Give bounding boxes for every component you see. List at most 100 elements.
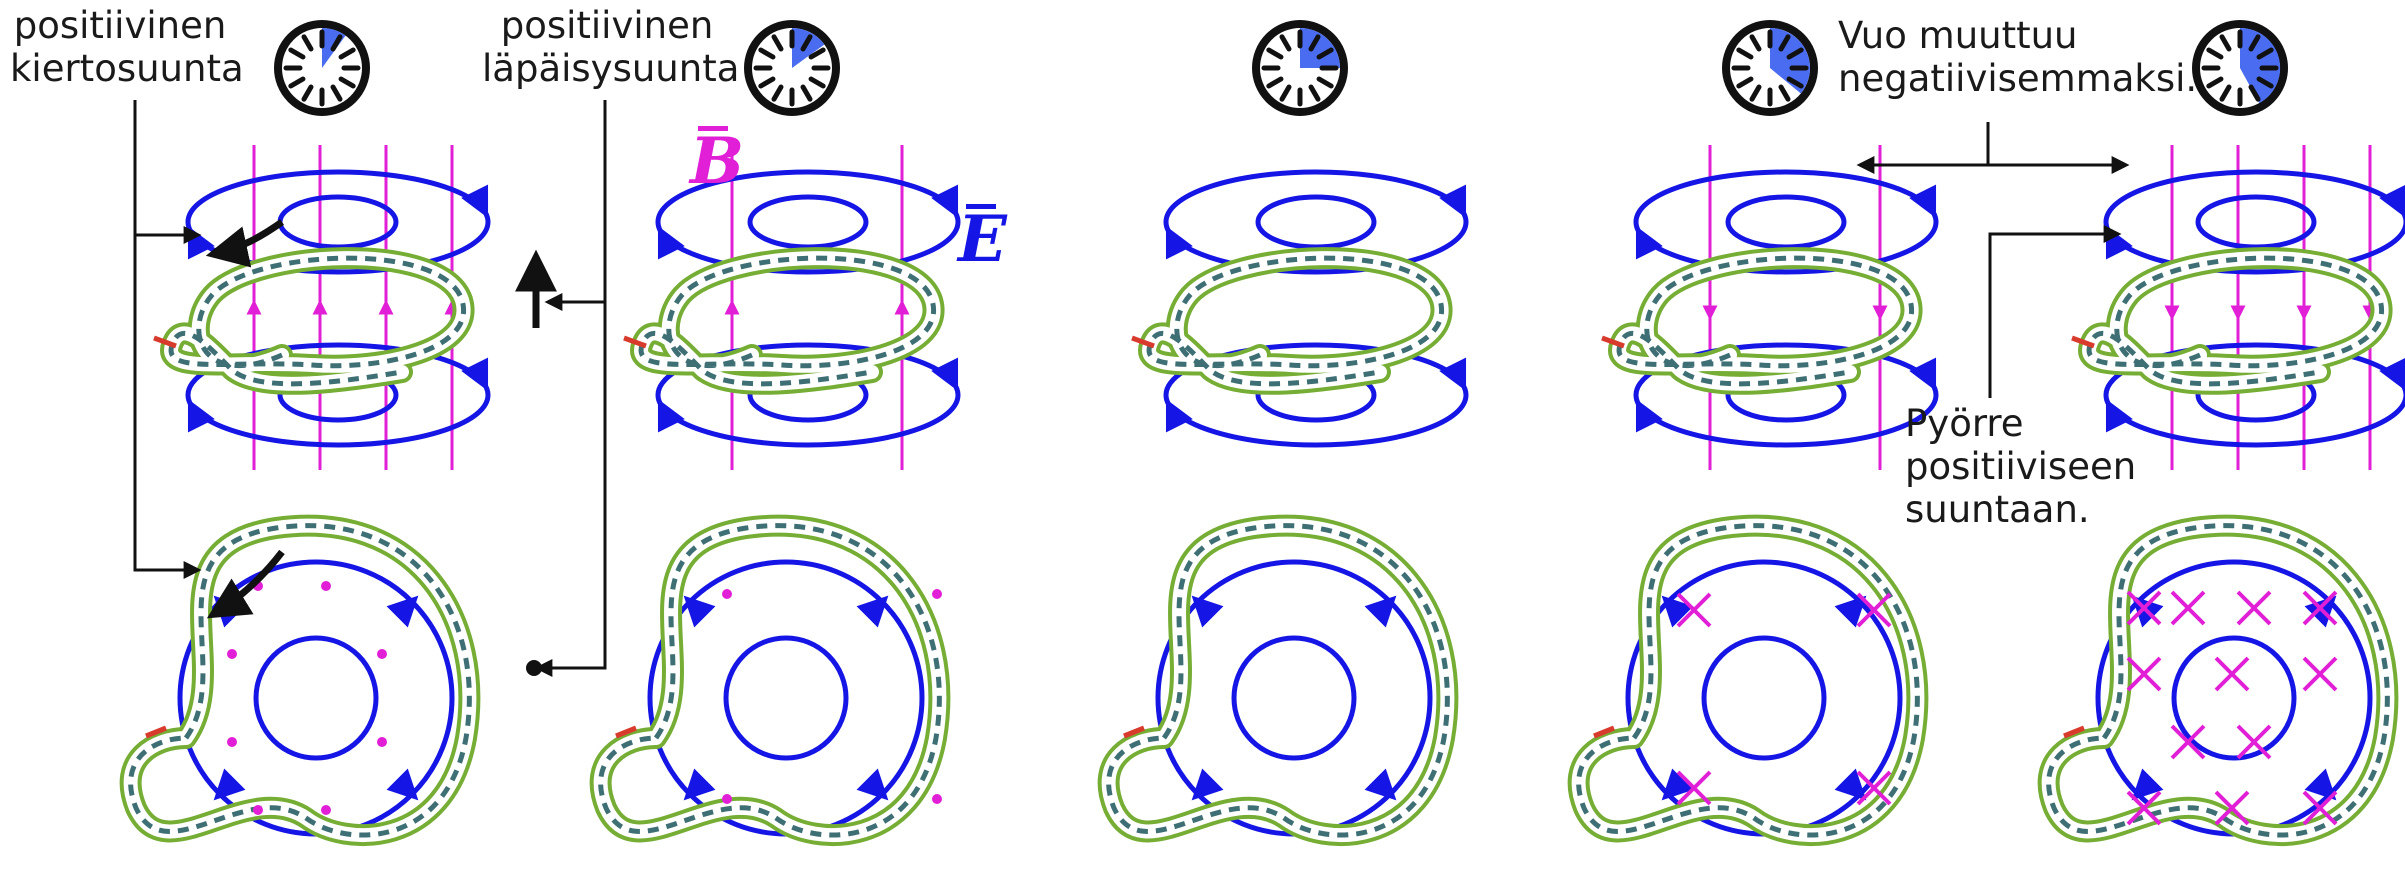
wire-end-red: [145, 725, 167, 739]
induction-panel-3d: [2071, 169, 2405, 448]
electric-field-loop-inner: [747, 194, 869, 250]
clock-tick: [1266, 76, 1284, 89]
electric-field-loop-inner: [1725, 194, 1847, 250]
induction-panel-3d: [1131, 169, 1469, 448]
dot-symbol-icon: [377, 737, 387, 747]
wire-end-red: [615, 725, 637, 739]
coil-inner: [1101, 518, 1455, 843]
wire-end-red: [1601, 335, 1625, 349]
electric-field-arrow: [1909, 184, 1937, 219]
electric-field-loop-outer: [2103, 342, 2405, 448]
clock-tick: [288, 76, 306, 89]
dot-symbol-icon: [321, 581, 331, 591]
dot-symbol-icon: [253, 805, 263, 815]
clock-icon: [274, 20, 370, 116]
clock-tick: [288, 47, 306, 60]
dot-symbol-icon: [227, 649, 237, 659]
cross-stroke: [1856, 592, 1892, 628]
cross-stroke: [2170, 724, 2206, 760]
clock-tick: [1316, 47, 1334, 60]
coil: [1131, 247, 1453, 395]
electric-field-loop-outer: [655, 342, 961, 448]
electric-field-arrow: [461, 184, 489, 219]
wire-end-red: [153, 335, 177, 349]
wire-end-red: [2063, 725, 2085, 739]
coil-dashes: [638, 255, 937, 387]
wire-end-red: [1593, 725, 1615, 739]
clock-tick: [1786, 76, 1804, 89]
cross-symbol-icon: [2236, 724, 2272, 760]
electric-field-arrow: [1165, 225, 1193, 260]
flux-label-line2: negatiivisemmaksi.: [1838, 57, 2198, 100]
electric-field-circle-inner: [253, 635, 379, 761]
electric-field-arrow: [187, 398, 215, 433]
induction-panel-topview: [2037, 514, 2399, 847]
electric-field-arrow: [1191, 768, 1224, 801]
clock-tick: [1316, 76, 1334, 89]
clock-tick: [2206, 47, 2224, 60]
induction-panel-3d: [623, 169, 961, 448]
cross-stroke: [2170, 590, 2206, 626]
electric-field-arrow: [2304, 595, 2337, 628]
electric-field-arrow: [1834, 595, 1867, 628]
cross-symbol-icon: [2214, 656, 2250, 692]
dot-symbol-icon: [526, 660, 542, 676]
clock-tick: [808, 47, 826, 60]
electric-field-loop-outer: [185, 342, 491, 448]
electric-field-arrow: [1439, 184, 1467, 219]
coil-inner: [2041, 518, 2395, 843]
clock-tick: [1778, 34, 1791, 52]
electric-field-arrow: [1635, 398, 1663, 433]
coil-dashes: [1616, 255, 1915, 387]
cross-stroke: [2302, 590, 2338, 626]
cross-stroke: [2126, 656, 2162, 692]
clock-tick: [1266, 47, 1284, 60]
through-label-line1: positiivinen: [500, 4, 714, 47]
curved-arrow-icon: [206, 549, 285, 619]
electric-field-arrow: [2379, 184, 2405, 219]
electric-field-circle-inner: [723, 635, 849, 761]
wire-end-red: [1131, 335, 1155, 349]
vortex-label-line2: positiiviseen: [1905, 445, 2137, 488]
electric-field-arrow: [2131, 768, 2164, 801]
cross-stroke: [2126, 790, 2162, 826]
clock-tick: [1736, 47, 1754, 60]
electric-field-symbol: E: [958, 204, 1007, 272]
cross-symbol-icon: [2302, 656, 2338, 692]
cross-symbol-icon: [2126, 590, 2162, 626]
electric-field-arrow: [856, 595, 889, 628]
coil-dashes: [1146, 255, 1445, 387]
rotation-leader-bottom: [133, 100, 202, 579]
electric-field-circle-inner: [2171, 635, 2297, 761]
clock-tick: [1736, 76, 1754, 89]
coil: [589, 514, 951, 847]
clock-tick: [338, 47, 356, 60]
coil: [2071, 247, 2393, 395]
electric-field-loop-inner: [2195, 194, 2317, 250]
electric-field-letter: E: [958, 202, 1007, 277]
cross-symbol-icon: [2170, 724, 2206, 760]
electric-field-arrow: [683, 768, 716, 801]
clock-tick: [301, 34, 314, 52]
through-direction-label: positiivinen läpäisysuunta: [482, 4, 739, 90]
through-leader-bottom: [534, 100, 607, 677]
clock-tick: [800, 84, 813, 102]
cross-symbol-icon: [2214, 790, 2250, 826]
induction-panel-topview: [119, 514, 481, 847]
clock-tick: [758, 76, 776, 89]
electric-field-loop-outer: [185, 169, 491, 275]
induction-panel-topview: [1097, 514, 1459, 847]
cross-stroke: [2236, 590, 2272, 626]
clock-tick: [1749, 84, 1762, 102]
cross-symbol-icon: [1856, 592, 1892, 628]
clock-tick: [1749, 34, 1762, 52]
electric-field-arrow: [2379, 357, 2405, 392]
curved-arrow-icon: [205, 219, 285, 268]
electric-field-arrow: [1165, 398, 1193, 433]
electric-field-arrow: [1909, 357, 1937, 392]
electric-field-arrow: [1364, 595, 1397, 628]
electric-field-loop-inner: [277, 194, 399, 250]
vortex-leader: [1988, 225, 2122, 398]
wire-end-red: [1123, 725, 1145, 739]
cross-symbol-icon: [2236, 590, 2272, 626]
